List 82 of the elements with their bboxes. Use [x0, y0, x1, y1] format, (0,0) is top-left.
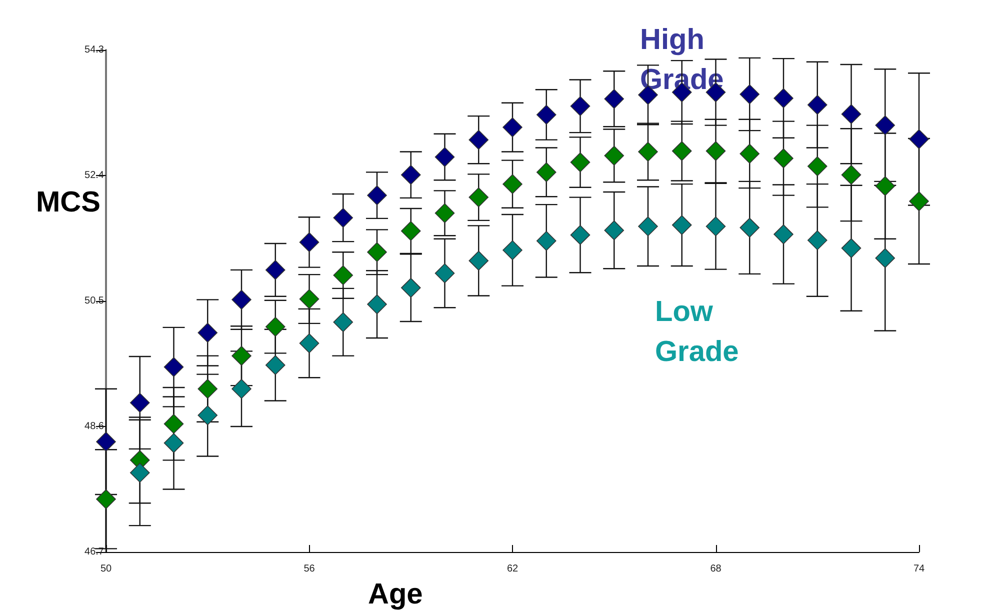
- y-tick-label: 52.4: [84, 170, 104, 181]
- point: [638, 216, 658, 236]
- point: [96, 432, 116, 452]
- point: [468, 130, 489, 150]
- point: [299, 232, 320, 252]
- x-tick-label: 68: [710, 564, 722, 574]
- point: [774, 224, 794, 244]
- point: [672, 215, 692, 235]
- point: [604, 220, 624, 240]
- point: [740, 218, 760, 238]
- point: [875, 115, 896, 136]
- point: [299, 289, 320, 309]
- point: [434, 263, 455, 284]
- point: [96, 489, 116, 510]
- point: [265, 316, 286, 337]
- point: [367, 294, 387, 314]
- point: [536, 230, 556, 251]
- point: [333, 208, 354, 228]
- point: [468, 250, 489, 271]
- point: [841, 104, 862, 124]
- x-tick-label: 74: [913, 564, 925, 574]
- point: [367, 185, 387, 206]
- y-tick-label: 48.6: [84, 421, 104, 432]
- point: [130, 462, 150, 483]
- y-tick-label: 54.3: [84, 44, 104, 56]
- point: [706, 141, 726, 161]
- point: [164, 433, 184, 453]
- point: [706, 216, 726, 236]
- x-tick-label: 62: [506, 564, 518, 574]
- point: [875, 248, 896, 268]
- point: [774, 88, 794, 108]
- point: [909, 191, 929, 212]
- point: [502, 117, 522, 138]
- point: [232, 290, 252, 310]
- y-tick-label: 46.7: [84, 546, 104, 558]
- point: [638, 142, 658, 162]
- point: [604, 88, 624, 109]
- point: [198, 378, 218, 399]
- y-tick-label: 50.5: [84, 296, 104, 306]
- point: [841, 238, 862, 258]
- point: [536, 162, 556, 182]
- point: [434, 147, 455, 167]
- point: [164, 357, 184, 377]
- point: [164, 414, 184, 434]
- point: [198, 405, 218, 426]
- point: [333, 312, 354, 332]
- point: [570, 225, 590, 245]
- point: [807, 94, 828, 115]
- point: [333, 265, 354, 286]
- point: [232, 346, 252, 366]
- point: [198, 322, 218, 343]
- point: [807, 156, 828, 176]
- point: [502, 174, 522, 194]
- x-tick-label: 50: [100, 564, 112, 574]
- point: [841, 164, 862, 185]
- point: [400, 221, 421, 241]
- point: [807, 230, 828, 250]
- point: [570, 152, 590, 172]
- point: [909, 129, 929, 150]
- point: [570, 96, 590, 116]
- point: [740, 84, 760, 104]
- point: [875, 176, 896, 196]
- point: [299, 333, 320, 354]
- point: [774, 148, 794, 168]
- point: [434, 203, 455, 224]
- point: [502, 240, 522, 260]
- point: [604, 146, 624, 166]
- text: Low Grade: [655, 296, 739, 368]
- point: [400, 164, 421, 185]
- point: [536, 104, 556, 125]
- point: [672, 141, 692, 161]
- point: [265, 355, 286, 375]
- point: [367, 242, 387, 262]
- x-axis-title: Age: [368, 578, 423, 610]
- point: [130, 392, 150, 413]
- point: [265, 260, 286, 280]
- point: [232, 378, 252, 399]
- x-tick-label: 56: [304, 564, 316, 574]
- point: [740, 144, 760, 164]
- point: [400, 278, 421, 298]
- point: [468, 187, 489, 208]
- y-axis-title: MCS: [36, 186, 100, 218]
